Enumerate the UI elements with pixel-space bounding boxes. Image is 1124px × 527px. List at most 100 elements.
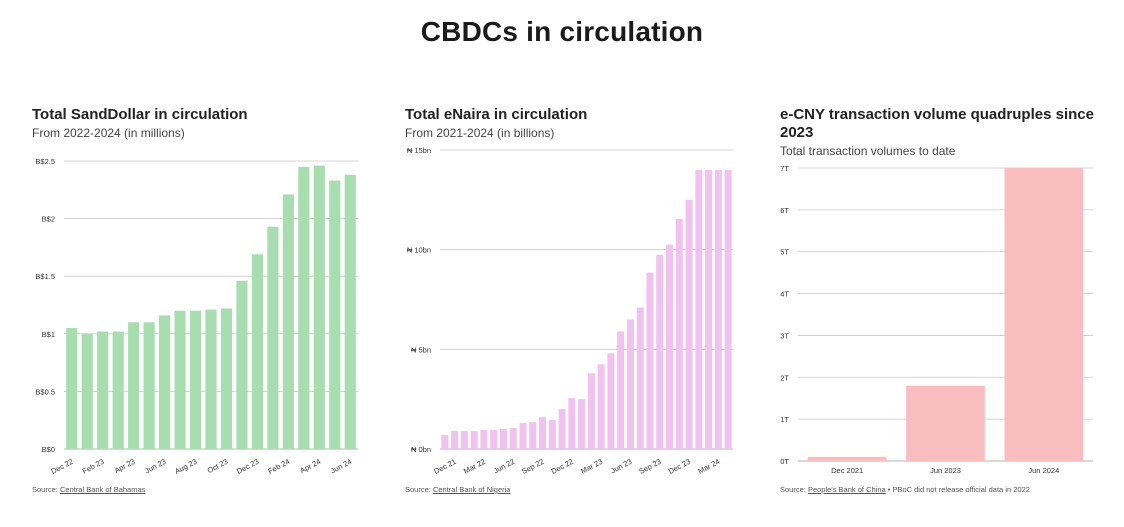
y-tick-label: ¥3T: [780, 331, 789, 340]
source-link-central-bank-of-bahamas[interactable]: Central Bank of Bahamas: [59, 485, 146, 494]
bar: [174, 310, 186, 449]
x-tick-label: Dec 23: [235, 457, 260, 476]
bar: [344, 174, 356, 449]
bar: [636, 307, 644, 449]
x-tick-label: Dec 23: [667, 457, 692, 476]
bar: [695, 169, 703, 449]
y-tick-label: B$1.5: [35, 272, 55, 281]
bar: [529, 422, 537, 449]
y-tick-label: ¥4T: [780, 290, 789, 299]
y-tick-label: ¥6T: [780, 206, 789, 215]
x-tick-label: Jun 2024: [1028, 466, 1059, 475]
bar: [714, 169, 722, 449]
sanddollar-subtitle: From 2022-2024 (in millions): [32, 126, 185, 140]
x-tick-label: Jun 22: [492, 457, 516, 476]
bar: [470, 431, 478, 449]
x-tick-label: Jun 2023: [930, 466, 961, 475]
ecny-source: Source: People's Bank of China • PBoC di…: [780, 485, 1030, 494]
bar: [205, 309, 217, 449]
x-tick-label: Oct 23: [206, 457, 230, 475]
source-prefix: Source:: [405, 485, 433, 494]
bar: [519, 423, 527, 449]
page-title: CBDCs in circulation: [420, 16, 704, 47]
x-tick-label: Jun 23: [143, 457, 167, 476]
sanddollar-panel: Total SandDollar in circulation From 202…: [32, 106, 362, 506]
source-suffix: • PBoC did not release official data in …: [885, 485, 1030, 494]
bar: [490, 430, 498, 449]
x-tick-label: Dec 22: [550, 457, 575, 476]
source-link-central-bank-of-nigeria[interactable]: Central Bank of Nigeria: [432, 485, 511, 494]
x-tick-label: Aug 23: [173, 457, 198, 476]
bar: [626, 319, 634, 449]
bar: [539, 417, 547, 449]
bar: [568, 398, 576, 449]
bar: [441, 435, 449, 449]
y-tick-label: ¥0T: [780, 457, 789, 466]
bar: [112, 331, 124, 449]
enaira-chart: ₦ 0bn ₦ 5bn ₦ 10bn ₦ 15bn Dec 21 Mar 22 Jun 22…: [407, 146, 733, 476]
bar: [548, 420, 556, 449]
bar: [81, 333, 93, 449]
y-tick-label: ₦ 10bn: [407, 246, 431, 255]
y-tick-label: ₦ 5bn: [411, 345, 431, 354]
enaira-source: Source: Central Bank of Nigeria: [405, 485, 510, 494]
bar: [220, 308, 233, 449]
y-tick-label: ₦ 0bn: [411, 445, 431, 454]
ecny-subtitle: Total transaction volumes to date: [780, 144, 956, 158]
y-tick-label: B$0.5: [35, 387, 55, 396]
bar: [66, 328, 78, 449]
enaira-title: Total eNaira in circulation: [405, 106, 588, 123]
bar: [267, 226, 279, 449]
bar: [724, 169, 732, 449]
bar: [480, 430, 488, 449]
bar: [1004, 168, 1084, 461]
source-link-peoples-bank-of-china[interactable]: People's Bank of China: [807, 485, 886, 494]
bar: [128, 322, 140, 449]
sanddollar-title: Total SandDollar in circulation: [32, 106, 248, 123]
bar: [906, 385, 985, 461]
y-tick-label: B$2.5: [35, 157, 55, 166]
ecny-chart: ¥0T ¥1T ¥2T ¥3T ¥4T ¥5T ¥6T ¥7T Dec 2021 Jun 2023…: [780, 164, 1093, 475]
ecny-panel: e-CNY transaction volume quadruples sinc…: [780, 106, 1100, 506]
x-tick-label: Jun 24: [329, 457, 353, 476]
bar: [597, 364, 605, 449]
x-tick-label: Dec 21: [432, 457, 457, 476]
bar: [236, 280, 248, 449]
x-tick-label: Feb 23: [81, 457, 106, 476]
y-tick-label: ₦ 15bn: [407, 146, 431, 155]
bar: [329, 180, 341, 450]
y-tick-label: ¥7T: [780, 164, 789, 173]
bar: [189, 310, 202, 449]
bar: [509, 428, 517, 449]
source-prefix: Source:: [780, 485, 808, 494]
x-tick-label: Dec 2021: [831, 466, 863, 475]
y-tick-label: ¥5T: [780, 248, 789, 257]
x-tick-label: Mar 22: [462, 457, 487, 476]
bar: [607, 353, 615, 449]
y-tick-label: ¥1T: [780, 415, 789, 424]
bar: [451, 431, 459, 449]
y-tick-label: B$1: [42, 330, 55, 339]
enaira-panel: Total eNaira in circulation From 2021-20…: [405, 106, 740, 506]
x-tick-label: Sep 23: [637, 457, 662, 476]
x-tick-label: Apr 23: [113, 457, 137, 475]
bar: [656, 254, 664, 449]
x-tick-label: Feb 24: [266, 457, 291, 476]
bar: [578, 399, 586, 449]
bar: [143, 322, 155, 449]
bar: [499, 429, 507, 449]
x-tick-label: Mar 24: [696, 457, 721, 476]
bar: [282, 194, 294, 449]
bar: [675, 218, 683, 449]
y-tick-label: ¥2T: [780, 373, 789, 382]
bar: [460, 431, 468, 449]
y-tick-label: B$2: [42, 215, 55, 224]
sanddollar-source: Source: Central Bank of Bahamas: [32, 485, 145, 494]
bar: [97, 331, 109, 449]
x-tick-label: Apr 24: [299, 457, 323, 475]
ecny-title: e-CNY transaction volume quadruples sinc…: [780, 106, 1094, 141]
bar: [558, 409, 566, 449]
x-tick-label: Jun 23: [609, 457, 633, 476]
bar: [646, 272, 654, 449]
x-tick-label: Dec 22: [49, 457, 74, 476]
